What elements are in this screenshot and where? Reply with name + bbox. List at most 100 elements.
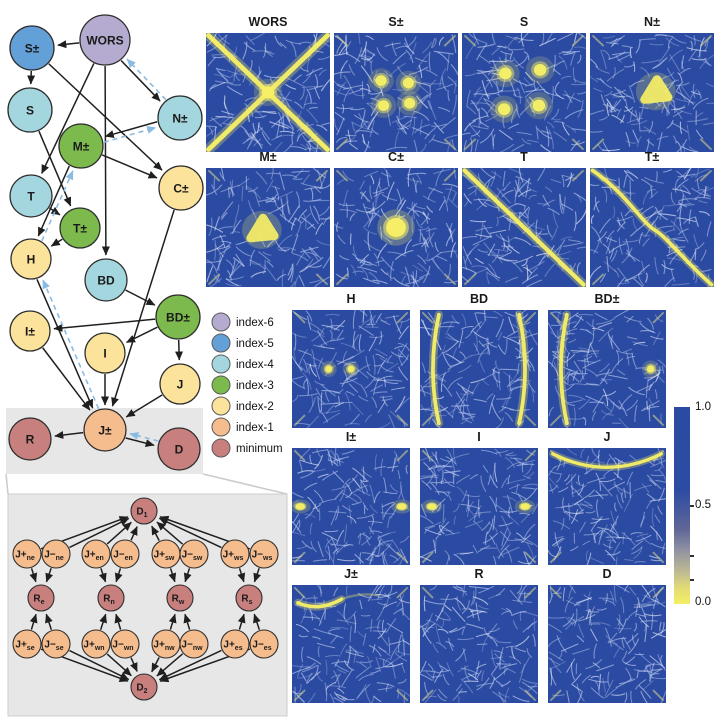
graph-node-bdpm: BD±	[155, 294, 201, 340]
edge-wors-to-bd	[101, 65, 110, 256]
node-label: S±	[25, 42, 40, 56]
graph-edges	[27, 40, 184, 448]
node-circle	[179, 539, 209, 569]
edge-b6-to-rs	[237, 613, 246, 630]
edge-b6-to-d2	[158, 649, 222, 681]
legend-swatch	[211, 438, 231, 458]
edge-cpm-to-jpm	[111, 209, 175, 407]
edge-j-to-jpm	[125, 394, 163, 418]
legend-item-minimum: minimum	[211, 438, 283, 458]
edge-s-to-tpm	[38, 130, 72, 207]
subgraph-node-jm-se: J−se	[41, 629, 71, 659]
legend: index-6 index-5 index-4 index-3 index-2 index…	[211, 312, 283, 458]
node-circle	[249, 629, 279, 659]
subgraph-node-jp-se: J+se	[12, 629, 42, 659]
edge-b2-to-d2	[106, 653, 132, 677]
node-circle	[110, 539, 140, 569]
panel-title-i: I	[477, 430, 481, 444]
heatmap-panel-npm	[590, 33, 714, 152]
edge-bd-to-bdpm	[125, 289, 156, 306]
edge-t6-to-rs	[237, 568, 246, 583]
legend-label: index-1	[236, 422, 274, 434]
subgraph-node-jp-sw: J+sw	[151, 539, 181, 569]
edge-b0-to-re	[29, 613, 38, 630]
edge-tpm-to-h	[50, 238, 63, 247]
node-circle	[12, 539, 42, 569]
heatmap-panel-t	[462, 168, 586, 287]
heatmap-panel-ipm	[292, 448, 410, 565]
edge-t2-to-rn	[98, 567, 107, 583]
heatmap-panel-s	[462, 33, 586, 152]
graph-node-h: H	[10, 238, 52, 280]
edge-t2-to-d1	[106, 521, 132, 545]
panel-title-npm: N±	[644, 15, 660, 29]
node-label: J+es	[223, 640, 242, 653]
edge-bdpm-to-ipm	[53, 318, 156, 332]
node-label: I±	[25, 325, 35, 339]
node-circle	[130, 673, 158, 701]
legend-swatch	[211, 375, 231, 395]
subgraph-node-r-s: Rs	[235, 584, 263, 612]
node-circle	[9, 174, 53, 218]
edge-jpm-to-r	[54, 431, 84, 439]
node-label: J+ne	[15, 550, 35, 563]
legend-label: index-6	[236, 317, 274, 329]
heatmap-panel-mpm	[206, 168, 330, 287]
node-label: T	[27, 190, 35, 204]
legend-item-index-6: index-6	[211, 312, 274, 332]
edge-wors-to-npm	[120, 60, 161, 102]
edge-t1-to-d1	[69, 517, 130, 549]
graph-node-npm: N±	[157, 95, 203, 141]
callout-line-right	[202, 473, 288, 495]
panel-title-h: H	[346, 292, 356, 306]
legend-item-index-5: index-5	[211, 333, 274, 353]
edge-t7-to-rs	[253, 567, 262, 583]
node-label: J−es	[252, 640, 271, 653]
subgraph-node-jm-nw: J−nw	[179, 629, 209, 659]
legend-item-index-4: index-4	[211, 354, 274, 374]
panel-title-j: J	[603, 430, 611, 444]
node-label: Rn	[103, 594, 115, 607]
node-label: J−en	[113, 550, 133, 563]
node-circle	[235, 584, 263, 612]
edge-t4-to-rw	[168, 568, 177, 583]
node-label: J±	[98, 424, 112, 438]
node-circle	[157, 95, 203, 141]
subgraph-node-jp-nw: J+nw	[151, 629, 181, 659]
graph-node-s: S	[7, 87, 53, 133]
subgraph-edges	[29, 515, 262, 683]
node-label: Re	[33, 594, 44, 607]
heatmap-panel-wors	[206, 33, 330, 152]
node-label: R	[26, 433, 35, 447]
node-label: J−se	[44, 640, 63, 653]
node-circle	[41, 539, 71, 569]
edge-b5-to-rw	[183, 613, 192, 630]
colorbar-tick-minor1	[690, 555, 694, 557]
node-circle	[81, 629, 111, 659]
subgraph-node-d-2: D2	[130, 673, 158, 701]
subgraph-node-jm-wn: J−wn	[110, 629, 140, 659]
node-circle	[130, 497, 158, 525]
graph-node-mpm: M±	[58, 123, 104, 169]
heatmap-panel-cpm	[334, 168, 458, 287]
node-circle	[9, 310, 51, 352]
node-label: M±	[73, 140, 90, 154]
heatmap-panel-bdpm	[548, 310, 666, 428]
edge-t0-to-re	[29, 568, 38, 583]
panel-title-d: D	[602, 567, 612, 581]
node-circle	[83, 408, 127, 452]
node-label: J+ws	[223, 550, 244, 563]
legend-label: index-5	[236, 338, 274, 350]
panel-title-bdpm: BD±	[594, 292, 620, 306]
subgraph-node-jm-es: J−es	[249, 629, 279, 659]
edge-wors-to-t	[41, 63, 95, 174]
edge-b5-to-d2	[156, 653, 184, 677]
node-circle	[59, 207, 101, 249]
node-label: J−ws	[252, 550, 273, 563]
node-label: S	[26, 104, 34, 118]
legend-label: index-2	[236, 401, 274, 413]
node-circle	[110, 629, 140, 659]
edge-t5-to-d1	[156, 521, 184, 545]
node-label: N±	[172, 112, 188, 126]
panel-title-tpm: T±	[644, 150, 660, 164]
